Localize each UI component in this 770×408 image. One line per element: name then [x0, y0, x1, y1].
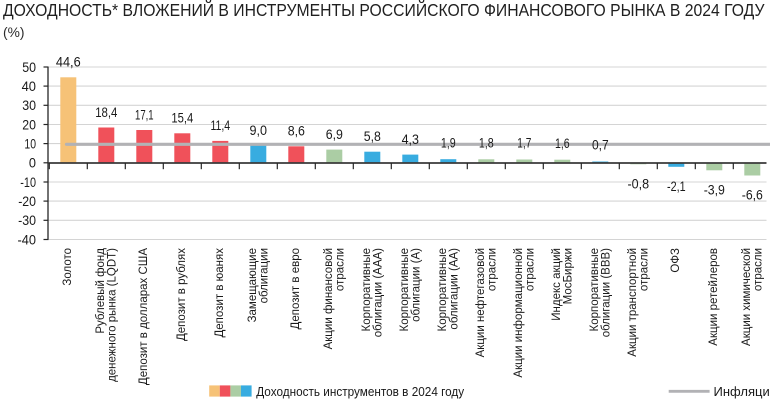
svg-text:Индекс акций: Индекс акций [551, 248, 563, 321]
svg-text:облигации (ААА): облигации (ААА) [372, 248, 384, 337]
svg-text:30: 30 [22, 98, 36, 113]
svg-text:Акции нефтегазовой: Акции нефтегазовой [475, 248, 487, 357]
svg-text:20: 20 [22, 117, 36, 132]
svg-text:Корпоративные: Корпоративные [437, 248, 449, 331]
svg-text:5,8: 5,8 [364, 129, 381, 145]
svg-text:40: 40 [22, 79, 37, 94]
svg-text:-6,6: -6,6 [742, 188, 763, 204]
svg-text:отрасли: отрасли [486, 248, 498, 291]
svg-text:отрасли: отрасли [524, 248, 536, 291]
svg-text:8,6: 8,6 [288, 124, 305, 140]
svg-text:44,6: 44,6 [56, 55, 81, 71]
svg-text:облигации (АА): облигации (АА) [448, 248, 460, 330]
svg-text:Акции информационной: Акции информационной [513, 248, 525, 378]
svg-text:4,3: 4,3 [402, 132, 419, 148]
svg-text:МосБиржи: МосБиржи [562, 248, 574, 304]
svg-text:-2,1: -2,1 [667, 179, 686, 195]
svg-text:-0,8: -0,8 [628, 176, 650, 192]
svg-text:Депозит в евро: Депозит в евро [290, 248, 302, 329]
svg-text:10: 10 [24, 136, 36, 151]
svg-text:ОФЗ: ОФЗ [670, 248, 682, 273]
svg-text:Доходность инструментов в 2024: Доходность инструментов в 2024 году [256, 384, 464, 399]
svg-text:1,8: 1,8 [479, 135, 494, 151]
svg-text:0,7: 0,7 [592, 138, 609, 154]
svg-text:Корпоративные: Корпоративные [589, 248, 601, 331]
svg-text:18,4: 18,4 [95, 105, 117, 121]
svg-text:Акции химической: Акции химической [741, 248, 753, 346]
svg-text:Корпоративные: Корпоративные [399, 248, 411, 331]
svg-text:Инфляция: Инфляция [714, 384, 770, 399]
svg-text:облигации (А): облигации (А) [410, 248, 422, 322]
svg-text:Депозит в долларах США: Депозит в долларах США [138, 248, 150, 385]
svg-text:-30: -30 [18, 213, 36, 228]
svg-text:-20: -20 [18, 194, 36, 209]
svg-text:(%): (%) [3, 25, 24, 40]
svg-text:отрасли: отрасли [638, 248, 650, 291]
svg-text:0: 0 [29, 156, 36, 171]
svg-text:15,4: 15,4 [171, 111, 193, 127]
svg-text:облигации: облигации [258, 248, 270, 303]
svg-text:Акции транспортной: Акции транспортной [627, 248, 639, 357]
svg-text:6,9: 6,9 [326, 127, 343, 143]
svg-text:9,0: 9,0 [250, 123, 268, 139]
svg-text:ДОХОДНОСТЬ* ВЛОЖЕНИЙ В ИНСТРУМ: ДОХОДНОСТЬ* ВЛОЖЕНИЙ В ИНСТРУМЕНТЫ РОССИ… [3, 0, 765, 20]
svg-text:-10: -10 [20, 175, 36, 190]
svg-text:1,7: 1,7 [517, 136, 531, 152]
svg-text:отрасли: отрасли [752, 248, 764, 291]
svg-text:Акции финансовой: Акции финансовой [323, 248, 335, 349]
svg-text:50: 50 [22, 60, 36, 75]
svg-text:Корпоративные: Корпоративные [361, 248, 373, 331]
svg-text:Депозит в рублях: Депозит в рублях [176, 248, 188, 341]
svg-text:1,6: 1,6 [555, 136, 570, 152]
svg-text:Замещающие: Замещающие [247, 248, 259, 322]
svg-text:Депозит в юанях: Депозит в юанях [214, 248, 226, 338]
svg-text:-40: -40 [18, 232, 37, 247]
svg-text:отрасли: отрасли [334, 248, 346, 291]
svg-text:Золото: Золото [62, 248, 74, 286]
svg-text:17,1: 17,1 [135, 107, 154, 123]
svg-text:11,4: 11,4 [210, 118, 230, 134]
svg-text:1,9: 1,9 [441, 135, 456, 151]
svg-text:Рублевый фонд: Рублевый фонд [95, 248, 107, 334]
svg-text:Акции ретейлеров: Акции ретейлеров [708, 248, 720, 346]
svg-text:облигации (ВВВ): облигации (ВВВ) [600, 248, 612, 337]
svg-text:денежного рынка (LQDT): денежного рынка (LQDT) [106, 248, 118, 382]
svg-text:-3,9: -3,9 [704, 182, 725, 198]
